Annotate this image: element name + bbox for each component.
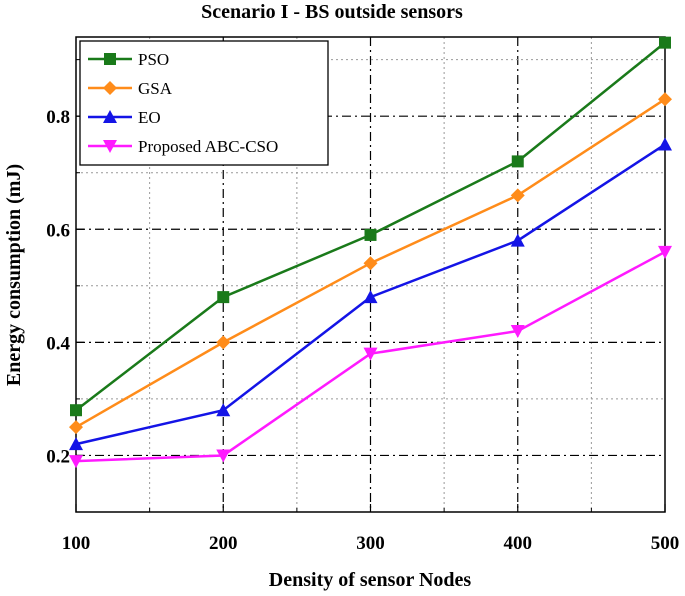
data-point	[363, 256, 378, 271]
data-point	[217, 291, 230, 304]
data-point	[658, 92, 672, 107]
legend-swatch-marker	[103, 110, 117, 123]
legend-label: PSO	[138, 50, 169, 69]
data-point	[70, 404, 82, 417]
series-3	[69, 245, 672, 469]
y-tick-label: 0.4	[46, 333, 70, 354]
legend-box	[79, 40, 329, 166]
x-tick-label: 100	[62, 533, 91, 554]
series-0	[70, 36, 671, 417]
data-point	[510, 188, 525, 203]
legend: PSO GSA EO Proposed ABC-CSO	[79, 40, 329, 166]
y-tick-label: 0.2	[46, 446, 70, 467]
data-point	[216, 403, 231, 417]
grid-lines	[76, 37, 665, 512]
series-group	[69, 36, 672, 469]
data-point	[658, 137, 672, 151]
series-2	[69, 137, 672, 451]
legend-swatch-marker	[103, 81, 117, 95]
legend-swatch-marker	[103, 140, 117, 153]
x-axis-label: Density of sensor Nodes	[269, 569, 472, 591]
x-tick-label: 300	[356, 533, 385, 554]
series-1	[69, 92, 672, 435]
legend-swatch-marker	[104, 53, 116, 65]
y-tick-label: 0.8	[46, 107, 70, 128]
data-point	[69, 437, 83, 451]
data-point	[363, 290, 378, 304]
data-point	[216, 335, 231, 350]
chart-title: Scenario I - BS outside sensors	[201, 1, 463, 23]
data-point	[659, 36, 671, 49]
data-point	[69, 420, 83, 435]
data-point	[511, 155, 524, 168]
data-point	[364, 228, 377, 241]
x-tick-label: 500	[651, 533, 680, 554]
data-point	[69, 455, 83, 469]
data-point	[658, 245, 672, 259]
legend-label: Proposed ABC-CSO	[138, 137, 278, 156]
x-tick-label: 200	[209, 533, 238, 554]
y-axis-label: Energy consumption (mJ)	[3, 164, 25, 386]
y-tick-label: 0.6	[46, 220, 70, 241]
x-tick-label: 400	[504, 533, 533, 554]
data-point	[510, 233, 525, 247]
legend-label: GSA	[138, 79, 173, 98]
data-point	[510, 325, 525, 339]
data-point	[363, 347, 378, 361]
legend-label: EO	[138, 108, 161, 127]
axis-ticks: 100 200 300 400 500 0.2 0.4 0.6 0.8	[46, 59, 680, 554]
data-point	[216, 449, 231, 463]
